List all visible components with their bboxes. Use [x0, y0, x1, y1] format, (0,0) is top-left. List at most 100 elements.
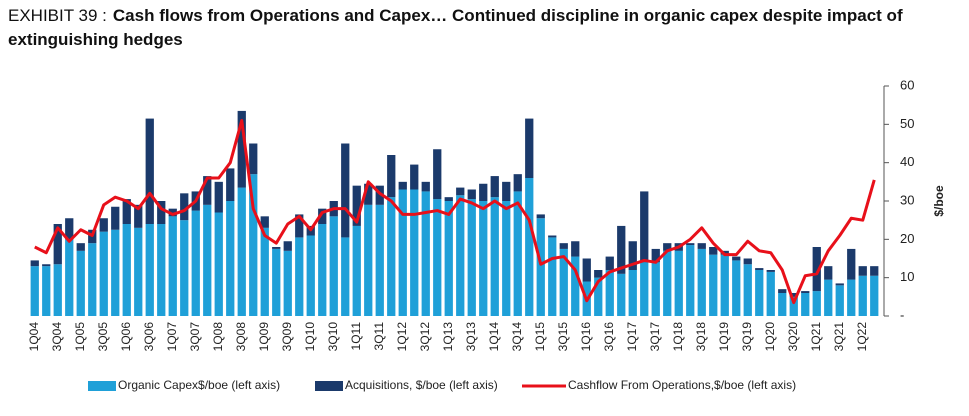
bar: [30, 260, 39, 267]
bar: [456, 187, 465, 196]
bar: [283, 250, 292, 316]
bar: [697, 248, 706, 316]
bar: [191, 210, 200, 316]
x-tick-label: 1Q19: [717, 322, 731, 352]
bar: [99, 218, 108, 232]
bar: [847, 248, 856, 280]
bar: [65, 218, 74, 240]
bar: [617, 225, 626, 274]
bar: [674, 250, 683, 316]
bar: [203, 176, 212, 205]
bar: [306, 235, 315, 316]
bar: [467, 199, 476, 316]
bar: [490, 197, 499, 316]
x-tick-label: 3Q06: [142, 322, 156, 352]
y-tick-label: 60: [900, 77, 914, 92]
bar: [134, 227, 143, 316]
bar: [421, 181, 430, 192]
bar: [605, 256, 614, 270]
x-tick-label: 1Q13: [441, 322, 455, 352]
bar: [513, 174, 522, 192]
x-tick-label: 1Q05: [73, 322, 87, 352]
bar: [214, 212, 223, 316]
x-tick-label: 1Q04: [27, 322, 41, 352]
bar: [594, 270, 603, 278]
bar: [490, 176, 499, 198]
x-tick-label: 3Q08: [234, 322, 248, 352]
bar: [260, 216, 269, 228]
bar: [732, 260, 741, 316]
bar: [53, 224, 62, 265]
x-tick-label: 3Q12: [418, 322, 432, 352]
bar: [858, 266, 867, 276]
x-tick-label: 3Q13: [464, 322, 478, 352]
x-tick-label: 1Q16: [579, 322, 593, 352]
x-tick-label: 1Q14: [487, 322, 501, 352]
x-tick-label: 1Q21: [809, 322, 823, 352]
x-tick-label: 1Q11: [349, 322, 363, 351]
bar: [536, 214, 545, 219]
bar: [824, 279, 833, 316]
bar: [410, 189, 419, 316]
bar: [456, 195, 465, 316]
bar: [778, 289, 787, 293]
bar: [525, 118, 534, 178]
bar: [444, 201, 453, 316]
legend-label: Acquisitions, $/boe (left axis): [345, 378, 498, 392]
bar: [628, 241, 637, 270]
bar: [548, 237, 557, 316]
bar: [433, 199, 442, 316]
bar: [111, 206, 120, 230]
bar: [651, 262, 660, 316]
bar: [387, 197, 396, 316]
bar: [766, 270, 775, 272]
bar: [835, 285, 844, 316]
bar: [789, 293, 798, 297]
bar: [145, 224, 154, 316]
bar: [743, 258, 752, 265]
x-tick-label: 3Q21: [832, 322, 846, 352]
bar: [479, 201, 488, 316]
bar: [157, 201, 166, 224]
x-tick-label: 1Q17: [625, 322, 639, 352]
bar: [329, 216, 338, 316]
bar: [203, 204, 212, 316]
x-tick-label: 3Q10: [326, 322, 340, 352]
y-tick-label: 40: [900, 154, 914, 169]
bar: [467, 189, 476, 200]
y-tick-label: 50: [900, 116, 914, 131]
x-tick-label: 3Q18: [694, 322, 708, 352]
bar: [364, 204, 373, 316]
bar: [295, 214, 304, 238]
bar: [111, 229, 120, 316]
bar: [410, 164, 419, 190]
bar: [341, 143, 350, 238]
line: [34, 119, 876, 305]
bar: [122, 224, 131, 316]
bar: [168, 208, 177, 217]
bar: [640, 191, 649, 263]
x-tick-label: 3Q16: [602, 322, 616, 352]
bar: [145, 118, 154, 224]
bar: [375, 185, 384, 205]
bar: [559, 248, 568, 316]
bar: [180, 193, 189, 221]
bar: [559, 243, 568, 249]
bar: [272, 248, 281, 316]
y-axis-label: $/boe: [932, 185, 946, 217]
bar: [513, 191, 522, 316]
bar: [168, 216, 177, 316]
bar: [318, 208, 327, 224]
bar: [697, 243, 706, 249]
bar: [835, 283, 844, 286]
x-tick-label: 3Q09: [280, 322, 294, 352]
bar: [433, 149, 442, 200]
y-tick-label: 30: [900, 192, 914, 207]
bar: [88, 243, 97, 316]
title-block: EXHIBIT 39 : Cash flows from Operations a…: [8, 4, 958, 52]
x-tick-label: 1Q10: [303, 322, 317, 352]
bar: [789, 296, 798, 316]
bar: [766, 271, 775, 316]
